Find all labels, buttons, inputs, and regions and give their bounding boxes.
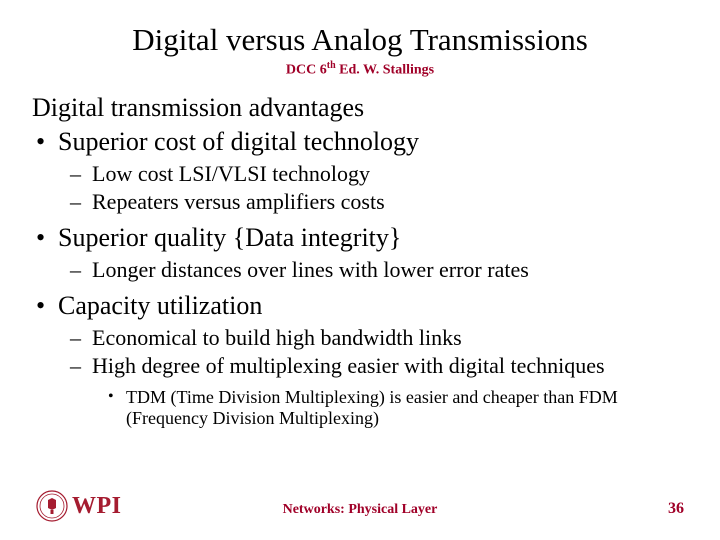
subtitle-prefix: DCC 6 [286, 63, 327, 78]
slide: Digital versus Analog Transmissions DCC … [0, 0, 720, 540]
footer-label: Networks: Physical Layer [0, 502, 720, 518]
footer: WPI Networks: Physical Layer 36 [0, 482, 720, 522]
slide-title: Digital versus Analog Transmissions [30, 22, 690, 58]
page-number: 36 [668, 500, 684, 518]
bullet-level2: Repeaters versus amplifiers costs [92, 189, 690, 215]
bullet-level1: Superior cost of digital technology [58, 127, 690, 157]
bullet-level2: Economical to build high bandwidth links [92, 325, 690, 351]
subtitle-sup: th [327, 60, 336, 71]
bullet-level2: Low cost LSI/VLSI technology [92, 161, 690, 187]
bullet-level2: High degree of multiplexing easier with … [92, 353, 690, 379]
section-heading: Digital transmission advantages [32, 93, 690, 123]
slide-subtitle: DCC 6th Ed. W. Stallings [30, 60, 690, 79]
subtitle-suffix: Ed. W. Stallings [336, 63, 434, 78]
bullet-level1: Capacity utilization [58, 291, 690, 321]
bullet-level3: TDM (Time Division Multiplexing) is easi… [126, 387, 690, 429]
bullet-level2: Longer distances over lines with lower e… [92, 257, 690, 283]
bullet-level1: Superior quality {Data integrity} [58, 223, 690, 253]
